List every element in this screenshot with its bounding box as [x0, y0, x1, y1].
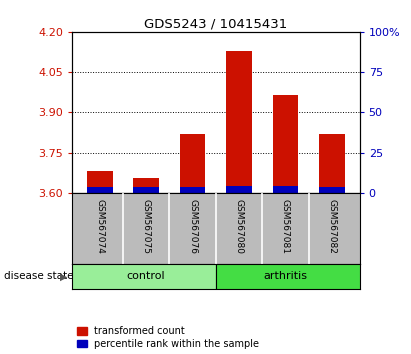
Text: disease state: disease state — [4, 272, 74, 281]
Text: GSM567075: GSM567075 — [142, 199, 151, 253]
Text: arthritis: arthritis — [263, 272, 307, 281]
Text: GSM567082: GSM567082 — [327, 199, 336, 253]
Bar — [319, 187, 344, 193]
Text: control: control — [127, 272, 166, 281]
Bar — [226, 51, 252, 186]
Bar — [226, 186, 252, 193]
Bar — [72, 264, 216, 289]
Bar — [319, 134, 344, 187]
Legend: transformed count, percentile rank within the sample: transformed count, percentile rank withi… — [77, 326, 259, 349]
Bar — [180, 134, 206, 187]
Bar — [134, 178, 159, 187]
Text: GSM567080: GSM567080 — [235, 199, 243, 253]
Text: GSM567076: GSM567076 — [188, 199, 197, 253]
Title: GDS5243 / 10415431: GDS5243 / 10415431 — [144, 18, 287, 31]
Text: GSM567074: GSM567074 — [95, 199, 104, 253]
Bar — [87, 171, 113, 187]
Bar — [272, 186, 298, 193]
Bar — [87, 187, 113, 193]
Bar — [216, 264, 397, 289]
Text: GSM567081: GSM567081 — [281, 199, 290, 253]
Text: ▶: ▶ — [60, 272, 67, 281]
Bar — [180, 187, 206, 193]
Bar — [272, 95, 298, 186]
Bar — [134, 187, 159, 193]
